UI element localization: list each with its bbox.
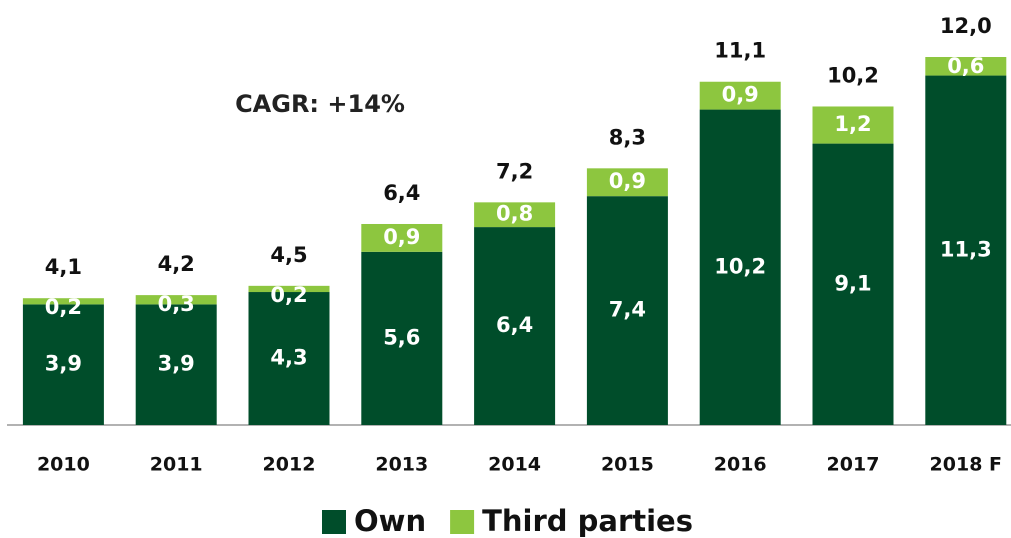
bar-segment	[812, 143, 894, 425]
bar-segment	[586, 196, 668, 425]
bar-segment	[699, 109, 781, 426]
bar-segment	[699, 81, 781, 110]
bar-segment	[474, 202, 556, 228]
x-tick-label: 2015	[601, 454, 654, 476]
total-label: 11,1	[714, 39, 766, 63]
bar-segment	[925, 57, 1007, 76]
bar-segment	[22, 298, 104, 305]
x-tick-label: 2017	[827, 454, 880, 476]
x-tick-label: 2013	[375, 454, 428, 476]
value-label: 7,4	[609, 298, 646, 322]
total-label: 4,2	[158, 252, 195, 276]
value-label: 4,3	[270, 346, 307, 370]
value-label: 11,3	[940, 237, 992, 261]
x-tick-label: 2010	[37, 454, 90, 476]
bar-segment	[361, 223, 443, 252]
total-label: 8,3	[609, 125, 646, 149]
total-label: 7,2	[496, 159, 533, 183]
value-label: 0,8	[496, 202, 533, 226]
legend-swatch	[450, 510, 475, 534]
bar-segment	[812, 106, 894, 144]
x-tick-label: 2018 F	[930, 454, 1002, 476]
value-label: 5,6	[383, 325, 420, 349]
total-label: 12,0	[940, 14, 992, 38]
total-label: 10,2	[827, 63, 879, 87]
total-label: 6,4	[383, 181, 420, 205]
value-label: 3,9	[158, 352, 195, 376]
value-label: 0,9	[722, 83, 759, 107]
value-label: 0,2	[270, 283, 307, 307]
legend-label: Third parties	[482, 504, 693, 538]
bar-segment	[586, 168, 668, 197]
x-tick-label: 2014	[488, 454, 541, 476]
bar-segment	[248, 285, 330, 293]
x-tick-label: 2012	[263, 454, 316, 476]
value-label: 3,9	[45, 352, 82, 376]
bar-segment	[361, 251, 443, 425]
total-label: 4,1	[45, 255, 82, 279]
bar-segment	[474, 227, 556, 425]
legend-label: Own	[354, 504, 426, 538]
x-tick-label: 2016	[714, 454, 767, 476]
bar-segment	[248, 292, 330, 425]
value-label: 10,2	[714, 254, 766, 278]
value-label: 0,9	[609, 169, 646, 193]
value-label: 6,4	[496, 313, 533, 337]
cagr-annotation: CAGR: +14%	[235, 90, 405, 118]
value-label: 0,9	[383, 225, 420, 249]
total-label: 4,5	[270, 243, 307, 267]
value-label: 9,1	[834, 271, 871, 295]
bar-segment	[925, 75, 1007, 425]
value-label: 0,2	[45, 295, 82, 319]
value-label: 0,3	[158, 292, 195, 316]
x-tick-label: 2011	[150, 454, 203, 476]
value-label: 1,2	[834, 112, 871, 136]
bar-segment	[22, 304, 104, 425]
bar-segment	[135, 304, 217, 425]
bar-segment	[135, 295, 217, 305]
value-label: 0,6	[947, 54, 984, 78]
legend-swatch	[322, 510, 346, 534]
